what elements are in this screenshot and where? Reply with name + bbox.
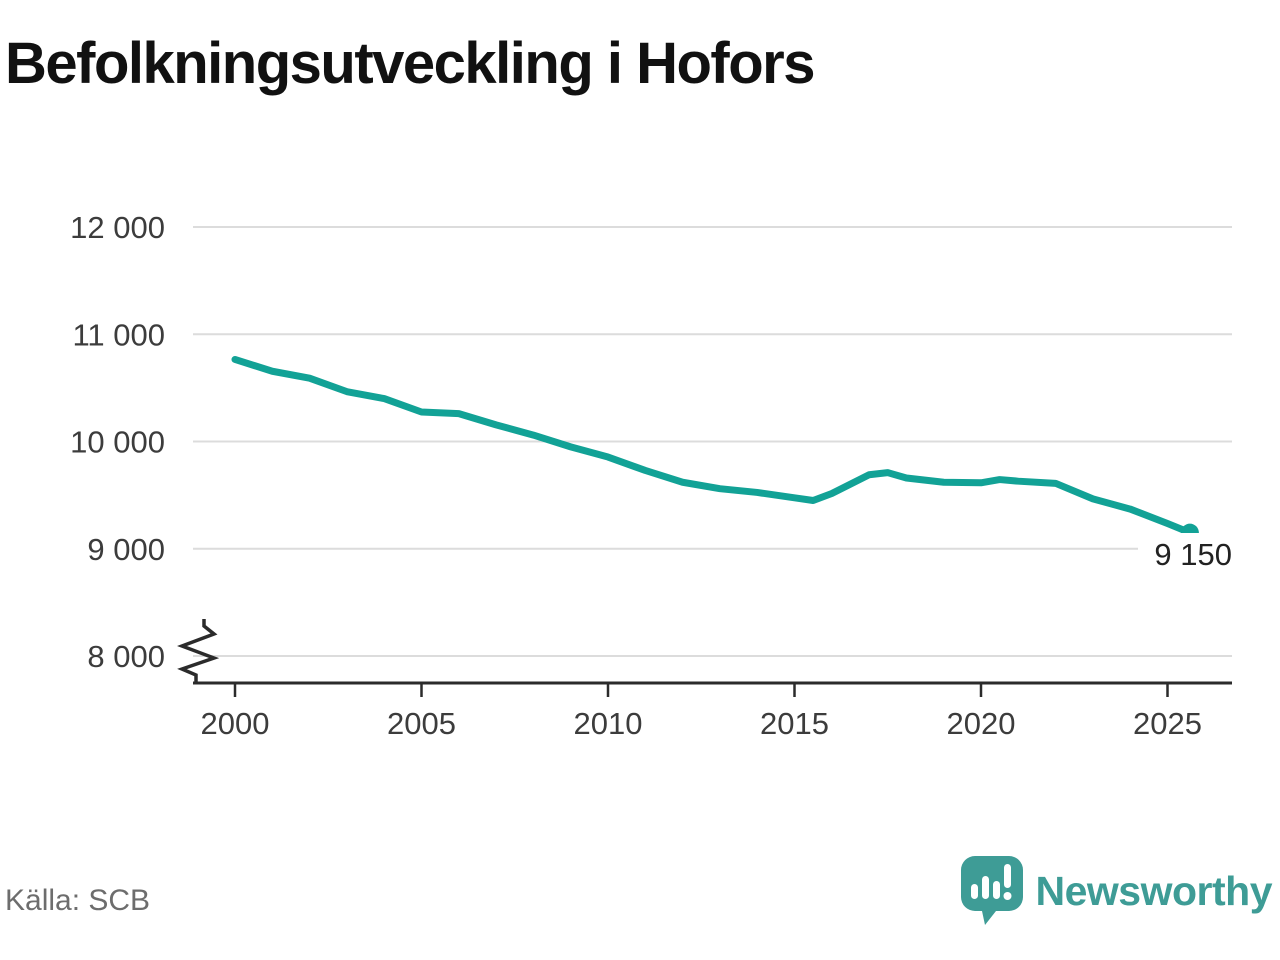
x-tick-label: 2005: [387, 706, 456, 741]
newsworthy-branding: Newsworthy: [960, 854, 1273, 928]
x-tick-label: 2000: [201, 706, 270, 741]
y-tick-label: 12 000: [70, 210, 165, 245]
source-label: Källa: SCB: [5, 884, 151, 917]
logo-bar-2: [981, 876, 989, 899]
logo-exclamation-bar: [1003, 864, 1011, 888]
x-tick-label: 2015: [760, 706, 829, 741]
newsworthy-logo-icon: [960, 856, 1023, 925]
x-tick-label: 2010: [574, 706, 643, 741]
x-tick-label: 2020: [947, 706, 1016, 741]
page-title: Befolkningsutveckling i Hofors: [5, 31, 816, 96]
y-tick-label: 9 000: [87, 532, 165, 567]
brand-wordmark: Newsworthy: [1035, 867, 1273, 914]
y-tick-label: 11 000: [72, 317, 165, 352]
logo-bar-3: [992, 881, 1000, 899]
y-tick-label: 8 000: [87, 639, 165, 674]
population-line: [231, 355, 1194, 537]
axis-break-icon: [177, 619, 220, 683]
x-tick-label: 2025: [1133, 706, 1202, 741]
end-value-label: 9 150: [1154, 537, 1232, 572]
logo-bar-1: [970, 884, 978, 899]
logo-exclamation-dot: [1003, 892, 1011, 900]
y-tick-label: 10 000: [70, 425, 165, 460]
end-label-halo: [1138, 533, 1236, 573]
